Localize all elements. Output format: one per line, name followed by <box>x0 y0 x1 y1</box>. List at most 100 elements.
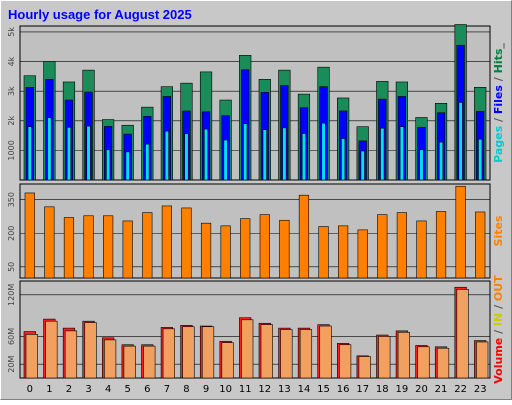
panel-hits-bar-pages-16 <box>341 138 346 181</box>
panel-volume-bar-out-8 <box>182 326 195 379</box>
panel-sites-bar-sites-10 <box>220 225 231 279</box>
hour-label-19: 19 <box>396 384 409 395</box>
hour-label-0: 0 <box>27 384 33 395</box>
panel-volume-bar-out-16 <box>339 344 352 379</box>
panel-volume-bar-out-5 <box>123 345 136 379</box>
panel-sites-bar-sites-3 <box>83 215 94 279</box>
panel-volume-tick-label-2: 120M <box>7 284 16 306</box>
panel-volume-axis-label-part-1: / <box>492 326 505 338</box>
panel-sites-bar-sites-5 <box>122 220 133 279</box>
hour-label-2: 2 <box>66 384 72 395</box>
panel-sites-bar-sites-1 <box>44 206 55 279</box>
hour-label-4: 4 <box>105 384 111 395</box>
panel-hits-tick-label-3: 4k <box>7 56 16 66</box>
panel-sites-bar-sites-13 <box>279 219 290 279</box>
panel-hits-axis-label-part-0: Pages <box>492 125 505 163</box>
panel-volume-axis-label-part-0: Volume <box>492 338 505 384</box>
hour-label-6: 6 <box>144 384 150 395</box>
panel-volume-bar-out-19 <box>397 331 410 379</box>
panel-hits-bar-pages-9 <box>203 128 209 181</box>
panel-hits-bar-pages-11 <box>243 123 248 181</box>
panel-volume-bar-out-2 <box>64 330 78 379</box>
panel-sites-bar-sites-19 <box>396 212 407 279</box>
panel-volume-axis-label-part-3: / <box>492 301 505 313</box>
panel-hits-bar-pages-13 <box>282 127 287 181</box>
panel-volume-bar-out-17 <box>358 356 371 379</box>
panel-volume-bar-out-3 <box>84 322 97 379</box>
hour-label-18: 18 <box>376 384 389 395</box>
panel-sites-bar-sites-20 <box>416 220 427 279</box>
panel-volume-axis-label: Volume / IN / OUT <box>492 275 505 384</box>
hour-label-17: 17 <box>356 384 369 395</box>
panel-volume-tick-label-1: 60M <box>7 328 16 345</box>
panel-sites-bar-sites-4 <box>103 215 114 279</box>
panel-hits-bar-pages-15 <box>321 122 326 181</box>
panel-volume-bar-out-14 <box>299 329 313 379</box>
panel-volume-bar-out-23 <box>476 341 489 379</box>
panel-sites-bar-sites-22 <box>455 185 466 279</box>
panel-hits-bar-pages-22 <box>458 102 463 181</box>
panel-hits-bar-pages-3 <box>86 125 91 181</box>
panel-hits-bar-pages-17 <box>360 150 365 181</box>
panel-volume-axis-label-part-4: OUT <box>492 275 505 301</box>
panel-sites-bar-sites-23 <box>475 211 486 279</box>
panel-sites-tick-label-2: 350 <box>7 192 16 207</box>
panel-sites-bar-sites-7 <box>161 205 172 279</box>
panel-hits-bar-pages-18 <box>380 127 385 181</box>
panel-volume-bar-out-13 <box>280 329 293 379</box>
hour-label-23: 23 <box>474 384 487 395</box>
panel-sites-bar-sites-11 <box>240 218 251 279</box>
hour-label-11: 11 <box>239 384 252 395</box>
hour-label-20: 20 <box>415 384 428 395</box>
panel-hits-bar-pages-14 <box>301 133 307 181</box>
hour-label-10: 10 <box>219 384 232 395</box>
panel-volume-bar-out-11 <box>241 319 254 379</box>
panel-hits-bar-pages-10 <box>223 139 228 181</box>
hour-label-5: 5 <box>125 384 131 395</box>
panel-sites-tick-label-0: 50 <box>7 262 16 272</box>
hour-label-13: 13 <box>278 384 291 395</box>
hour-label-7: 7 <box>164 384 170 395</box>
panel-hits-bar-pages-19 <box>399 126 404 181</box>
panel-sites-axis-label: Sites <box>492 215 505 246</box>
panel-sites-tick-label-1: 200 <box>7 226 16 241</box>
panel-hits-bar-pages-7 <box>164 130 169 181</box>
panel-volume-plot-area <box>19 280 491 379</box>
panel-sites-bar-sites-14 <box>298 194 310 279</box>
panel-hits-axis-label-part-2: Files <box>492 85 505 115</box>
panel-sites-bar-sites-6 <box>142 212 153 279</box>
hour-label-21: 21 <box>435 384 448 395</box>
panel-volume-bar-out-20 <box>417 346 430 379</box>
panel-hits-bar-pages-8 <box>184 133 189 181</box>
panel-hits-tick-label-4: 5k <box>7 27 16 37</box>
panel-hits-bar-pages-2 <box>66 126 72 181</box>
panel-volume-bar-out-15 <box>319 325 332 379</box>
hour-label-3: 3 <box>85 384 91 395</box>
panel-hits-bar-pages-5 <box>125 151 130 181</box>
panel-volume-bar-out-9 <box>201 326 215 379</box>
panel-volume-bar-out-18 <box>378 336 391 379</box>
panel-hits-bar-pages-21 <box>438 141 444 181</box>
panel-volume-bar-out-12 <box>260 324 273 379</box>
panel-volume-bar-out-1 <box>45 320 58 379</box>
panel-hits-tick-label-1: 2k <box>7 116 16 126</box>
panel-hits-axis-label-part-3: / <box>492 73 505 85</box>
panel-sites-bar-sites-21 <box>435 211 447 279</box>
panel-volume-bar-out-7 <box>162 328 175 379</box>
chart-title: Hourly usage for August 2025 <box>8 7 192 22</box>
panel-hits-axis-label-part-5: _ <box>492 43 505 49</box>
hour-label-16: 16 <box>337 384 350 395</box>
panel-volume-bar-out-22 <box>456 289 469 379</box>
panel-sites-bar-sites-2 <box>63 217 75 279</box>
panel-sites-bar-sites-0 <box>24 192 35 279</box>
hour-label-12: 12 <box>258 384 271 395</box>
panel-hits-bar-pages-0 <box>27 126 32 181</box>
hour-label-22: 22 <box>454 384 467 395</box>
hour-label-15: 15 <box>317 384 330 395</box>
panel-hits-axis-label: Pages / Files / Hits_ <box>492 43 505 163</box>
panel-volume-axis-label-part-2: IN <box>492 313 505 326</box>
panel-sites-bar-sites-18 <box>377 214 388 279</box>
panel-volume-bar-out-4 <box>104 339 117 379</box>
